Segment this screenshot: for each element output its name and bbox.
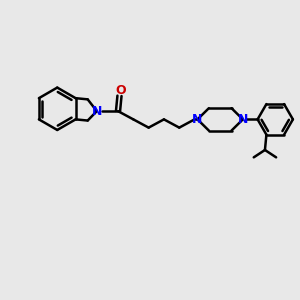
Text: N: N [192,113,203,126]
Text: O: O [116,84,126,97]
Text: N: N [92,105,102,118]
Text: N: N [238,113,248,126]
